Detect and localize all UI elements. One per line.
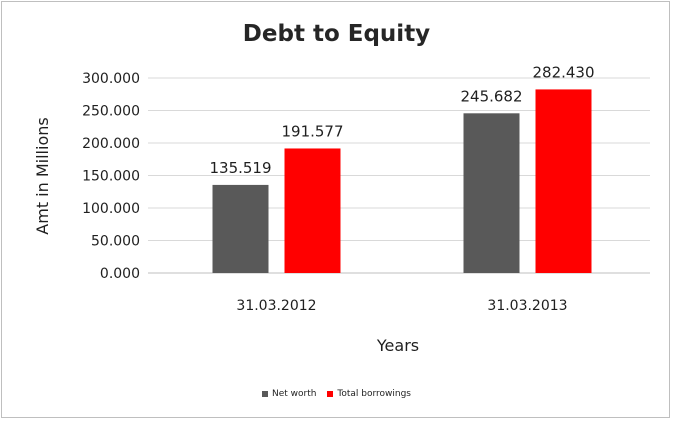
y-tick-label: 300.000: [82, 71, 140, 87]
legend-item-net-worth: Net worth: [262, 389, 316, 399]
data-label: 245.682: [460, 87, 522, 105]
data-label: 135.519: [209, 159, 271, 177]
y-tick-label: 150.000: [82, 169, 140, 185]
legend-label-total-borrowings: Total borrowings: [337, 389, 411, 399]
legend-label-net-worth: Net worth: [272, 389, 317, 399]
bar: [535, 89, 592, 273]
y-tick-label: 50.000: [91, 234, 140, 250]
y-tick-label: 100.000: [82, 201, 140, 217]
bar: [212, 184, 269, 273]
legend: Net worth Total borrowings: [0, 389, 673, 400]
y-tick-label: 250.000: [82, 104, 140, 120]
legend-swatch-total-borrowings: [327, 391, 334, 397]
bar: [463, 113, 520, 273]
y-tick-label: 200.000: [82, 136, 140, 152]
y-axis-title: Amt in Millions: [33, 117, 52, 234]
data-label: 282.430: [532, 63, 594, 81]
x-tick-label: 31.03.2012: [236, 298, 316, 314]
chart-title: Debt to Equity: [242, 21, 431, 47]
legend-swatch-net-worth: [262, 391, 269, 397]
bar: [284, 148, 341, 273]
x-axis-title: Years: [376, 336, 419, 355]
data-label: 191.577: [281, 122, 343, 140]
legend-item-total-borrowings: Total borrowings: [327, 389, 411, 399]
y-tick-label: 0.000: [100, 266, 140, 282]
x-tick-label: 31.03.2013: [487, 298, 567, 314]
